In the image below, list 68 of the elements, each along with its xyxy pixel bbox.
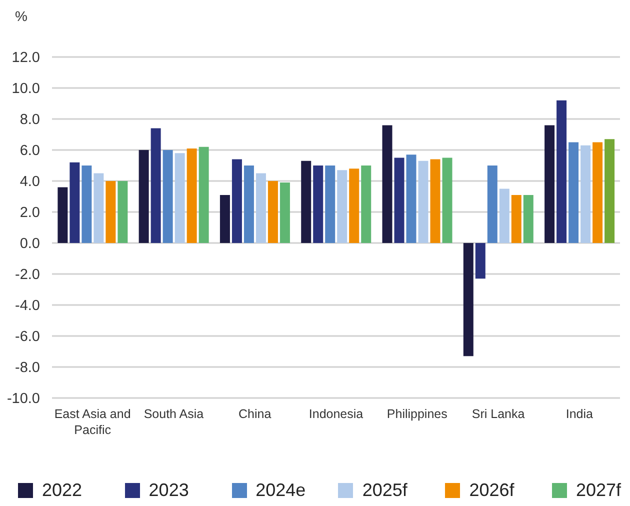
y-axis-title: % xyxy=(15,8,28,24)
y-tick-label: 12.0 xyxy=(12,50,40,66)
bar xyxy=(70,162,80,243)
bar xyxy=(198,146,209,243)
bar xyxy=(174,153,185,243)
bar xyxy=(82,166,92,243)
bar xyxy=(568,142,579,243)
bar xyxy=(313,166,324,243)
legend-label: 2025f xyxy=(362,480,408,501)
y-tick-label: -4.0 xyxy=(15,298,40,314)
bar xyxy=(256,173,266,243)
x-tick-label: Indonesia xyxy=(308,407,364,421)
bar xyxy=(394,158,404,243)
y-tick-label: 10.0 xyxy=(12,81,40,98)
y-tick-label: 0.0 xyxy=(20,236,40,252)
y-tick-label: 8.0 xyxy=(20,112,40,128)
y-tick-label: -6.0 xyxy=(15,329,40,346)
legend-label: 2023 xyxy=(148,480,189,501)
bar xyxy=(138,150,149,243)
x-tick-label: East Asia and Pacific xyxy=(54,407,131,437)
bar xyxy=(162,150,173,243)
bar xyxy=(544,125,555,243)
bar xyxy=(406,154,416,243)
bar xyxy=(430,159,440,243)
bar xyxy=(94,173,104,243)
y-tick-label: -2.0 xyxy=(15,267,40,284)
bar xyxy=(523,194,534,243)
legend-label: 2026f xyxy=(469,480,514,501)
bar xyxy=(463,243,474,356)
bar xyxy=(511,194,522,243)
y-tick-label: -10.0 xyxy=(6,391,40,408)
bar xyxy=(382,125,392,243)
bar xyxy=(337,170,348,243)
x-tick-label: South Asia xyxy=(144,407,204,421)
y-tick-label: 4.0 xyxy=(20,174,40,190)
bar xyxy=(499,188,510,243)
legend-label: 2022 xyxy=(42,480,82,501)
bar xyxy=(280,182,290,243)
y-tick-label: 2.0 xyxy=(20,205,40,222)
bar xyxy=(442,158,452,243)
bar xyxy=(556,100,567,243)
bar xyxy=(118,181,128,243)
x-tick-label: Philippines xyxy=(386,407,448,421)
legend-label: 2027f xyxy=(576,480,622,501)
y-tick-label: -8.0 xyxy=(15,360,40,376)
bar xyxy=(268,181,278,243)
bar xyxy=(475,243,486,279)
y-tick-label: 6.0 xyxy=(20,143,40,160)
bar xyxy=(301,160,312,243)
bar xyxy=(150,128,161,243)
bar xyxy=(186,148,197,243)
legend-label: 2024e xyxy=(256,480,306,501)
x-tick-label: Sri Lanka xyxy=(472,407,525,421)
bar xyxy=(220,194,230,243)
bar xyxy=(325,166,336,243)
x-tick-label: China xyxy=(238,407,272,421)
bar xyxy=(244,166,254,243)
bar xyxy=(592,142,603,243)
bar xyxy=(58,187,68,243)
bar xyxy=(418,160,428,243)
bar xyxy=(487,166,498,243)
bar xyxy=(106,181,116,243)
bar xyxy=(349,168,360,243)
bar xyxy=(580,145,591,243)
bar xyxy=(232,159,242,243)
bar xyxy=(361,166,372,243)
bar xyxy=(604,139,615,243)
x-tick-label: India xyxy=(566,407,594,421)
